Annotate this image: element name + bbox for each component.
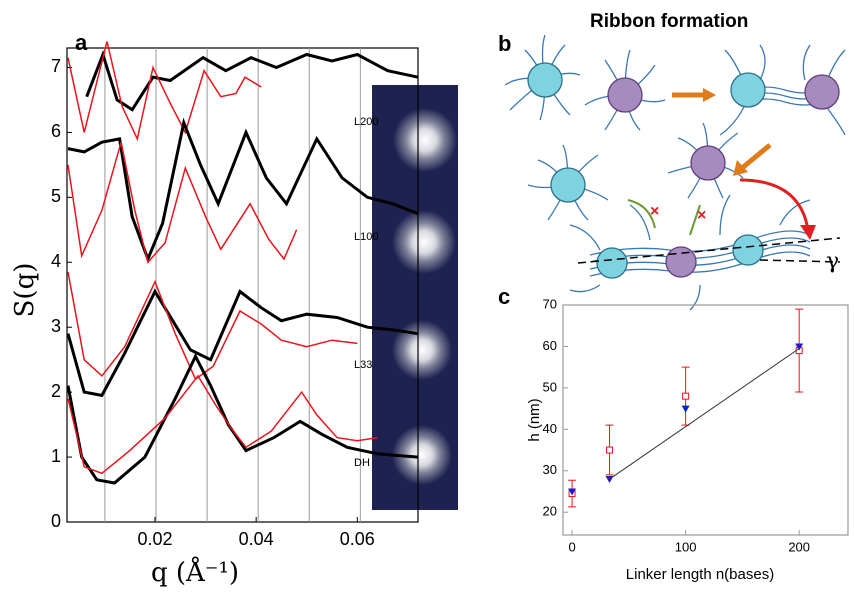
y-axis-label: S(q): [10, 263, 40, 318]
point: [681, 405, 690, 413]
y-tick-label: 7: [51, 56, 61, 76]
y-tick-label: 1: [51, 446, 61, 466]
curve: [66, 288, 419, 398]
y-tick-label: 3: [51, 316, 61, 336]
diagram-arrows: × ×: [577, 88, 841, 264]
x-tick-label: 0.02: [137, 529, 172, 549]
plot-frame: [66, 47, 419, 523]
y-tick-label: 40: [543, 421, 557, 436]
x-tick-label: 0.06: [340, 529, 375, 549]
x-tick-label: 200: [788, 539, 810, 554]
curve: [67, 117, 419, 264]
y-tick-label: 2: [51, 381, 61, 401]
curve: [66, 353, 419, 485]
x-axis-label: q (Å⁻¹): [151, 556, 239, 588]
curve-label: L200: [354, 116, 378, 128]
y-axis-label: h (nm): [526, 398, 543, 441]
point: [795, 343, 804, 351]
svg-text:×: ×: [697, 207, 706, 224]
point: [606, 446, 614, 454]
svg-text:×: ×: [650, 203, 659, 220]
fit-line: [609, 348, 800, 480]
x-tick-label: 0.04: [239, 529, 274, 549]
particle: [504, 34, 581, 121]
panel-label: a: [75, 30, 88, 55]
plot-frame: [562, 304, 849, 536]
diagram-title: Ribbon formation: [590, 11, 748, 32]
y-tick-label: 5: [51, 186, 61, 206]
y-tick-label: 6: [51, 121, 61, 141]
curve: [67, 41, 262, 142]
x-axis-label: Linker length n(bases): [626, 566, 774, 583]
panel-label: b: [498, 31, 511, 56]
particle: [584, 49, 666, 131]
curve-label: L33: [354, 359, 372, 371]
y-tick-label: 60: [543, 338, 557, 353]
y-tick-label: 70: [543, 296, 557, 311]
y-tick-label: 4: [51, 251, 61, 271]
curve-label: L100: [354, 231, 378, 243]
curve: [67, 141, 298, 264]
angle-label: γ: [826, 249, 839, 274]
scattering-images: [372, 85, 458, 510]
y-tick-label: 0: [51, 511, 61, 531]
y-tick-label: 30: [543, 462, 557, 477]
curve: [85, 49, 419, 112]
x-tick-label: 0: [568, 539, 575, 554]
curve-label: DH: [354, 457, 370, 469]
ribbon-diagram: [504, 34, 846, 311]
y-tick-label: 20: [543, 504, 557, 519]
y-tick-label: 50: [543, 379, 557, 394]
curve: [67, 374, 378, 475]
x-tick-label: 100: [675, 539, 697, 554]
curve: [67, 271, 358, 381]
point: [682, 392, 690, 400]
point: [568, 488, 577, 496]
panel-label: c: [498, 284, 510, 309]
